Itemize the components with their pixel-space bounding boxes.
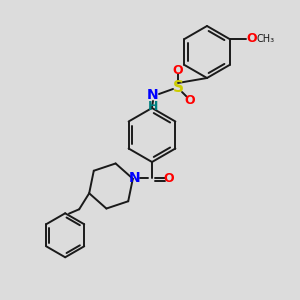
Text: O: O — [185, 94, 195, 106]
Text: O: O — [173, 64, 183, 77]
Text: O: O — [164, 172, 174, 184]
Text: S: S — [172, 80, 184, 95]
Text: O: O — [247, 32, 257, 46]
Text: CH₃: CH₃ — [256, 34, 274, 44]
Text: H: H — [148, 100, 158, 112]
Text: N: N — [147, 88, 159, 102]
Text: N: N — [129, 171, 141, 185]
